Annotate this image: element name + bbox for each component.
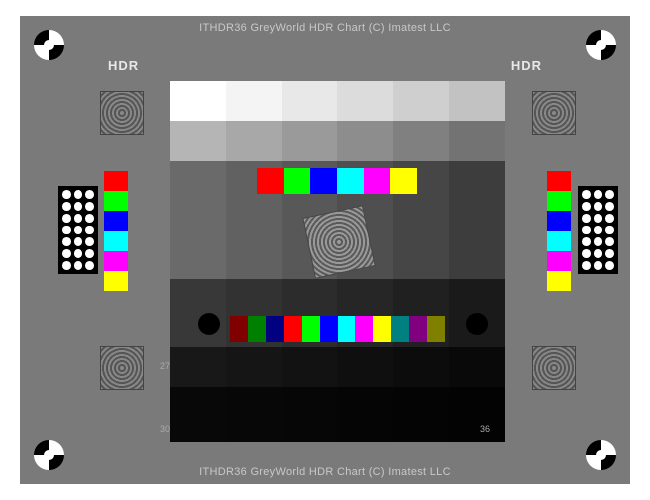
color-swatch: [373, 316, 391, 342]
color-swatch: [302, 316, 320, 342]
color-swatch: [284, 316, 302, 342]
focus-target-ul: [100, 91, 144, 135]
color-strip-left: [104, 171, 128, 291]
focus-target-ll: [100, 346, 144, 390]
black-dot-right: [466, 313, 488, 335]
dot-grid-right: [578, 186, 618, 274]
color-swatch: [230, 316, 248, 342]
color-swatch: [547, 251, 571, 271]
chart-frame: ITHDR36 GreyWorld HDR Chart (C) Imatest …: [20, 16, 630, 484]
color-swatch: [364, 168, 391, 194]
dot-grid-left: [58, 186, 98, 274]
color-swatch: [104, 251, 128, 271]
color-swatch: [547, 211, 571, 231]
focus-target-ur: [532, 91, 576, 135]
gray-row: [170, 387, 505, 442]
color-strip-right: [547, 171, 571, 291]
registration-mark-tr: [586, 30, 616, 60]
gray-row: [170, 81, 505, 121]
color-bar-top: [257, 168, 417, 194]
black-dot-left: [198, 313, 220, 335]
color-swatch: [257, 168, 284, 194]
color-swatch: [547, 231, 571, 251]
color-swatch: [409, 316, 427, 342]
title-bottom: ITHDR36 GreyWorld HDR Chart (C) Imatest …: [199, 466, 451, 478]
color-swatch: [284, 168, 311, 194]
color-swatch: [391, 316, 409, 342]
color-swatch: [104, 271, 128, 291]
gray-row: [170, 347, 505, 387]
color-swatch: [248, 316, 266, 342]
registration-mark-tl: [34, 30, 64, 60]
color-swatch: [390, 168, 417, 194]
center-rotated-patch: [302, 205, 376, 279]
color-swatch: [104, 211, 128, 231]
hdr-label-right: HDR: [511, 58, 542, 73]
row-label-27: 27: [160, 361, 170, 371]
color-swatch: [104, 191, 128, 211]
color-swatch: [266, 316, 284, 342]
color-swatch: [547, 171, 571, 191]
color-swatch: [547, 271, 571, 291]
color-swatch: [320, 316, 338, 342]
focus-target-lr: [532, 346, 576, 390]
hdr-label-left: HDR: [108, 58, 139, 73]
row-label-36: 36: [480, 424, 490, 434]
color-swatch: [104, 231, 128, 251]
gray-row: [170, 121, 505, 161]
color-swatch: [337, 168, 364, 194]
color-swatch: [338, 316, 356, 342]
color-swatch: [310, 168, 337, 194]
color-swatch: [355, 316, 373, 342]
registration-mark-br: [586, 440, 616, 470]
title-top: ITHDR36 GreyWorld HDR Chart (C) Imatest …: [199, 22, 451, 34]
color-swatch: [547, 191, 571, 211]
row-label-30: 30: [160, 424, 170, 434]
color-swatch: [427, 316, 445, 342]
color-bar-bottom: [230, 316, 445, 342]
color-swatch: [104, 171, 128, 191]
registration-mark-bl: [34, 440, 64, 470]
